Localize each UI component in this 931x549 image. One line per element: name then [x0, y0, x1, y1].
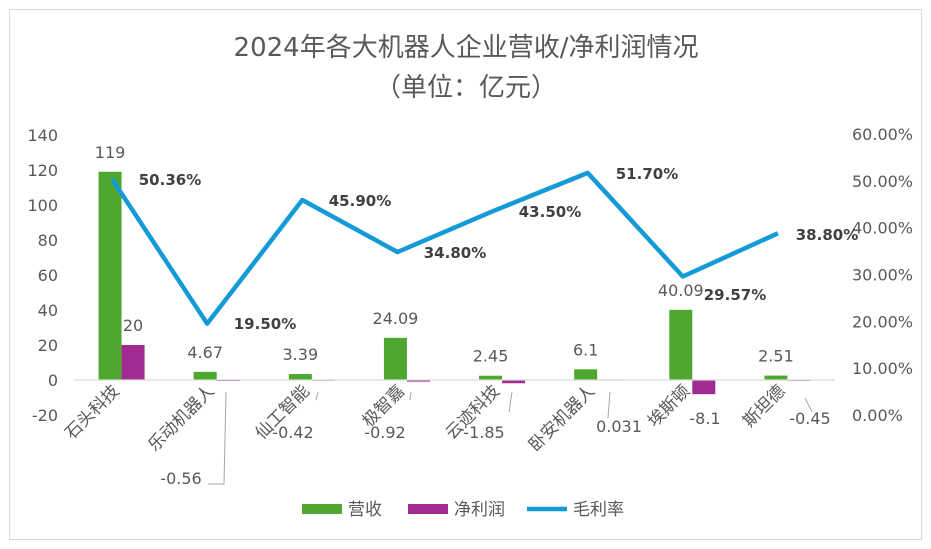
leader-lines [208, 391, 813, 485]
category-label: 石头科技 [61, 381, 123, 443]
revenue-bar [479, 375, 503, 380]
data-labels: 119 4.67 3.39 24.09 2.45 6.1 40.09 2.51 20 -0.56 -… [95, 143, 858, 488]
net-profit-data-label: -8.1 [689, 409, 720, 428]
net-profit-bar [502, 380, 526, 384]
net-profit-data-label: 20 [123, 316, 143, 335]
gross-margin-data-label: 19.50% [234, 315, 296, 333]
bars [98, 171, 811, 395]
revenue-bar [288, 374, 312, 380]
legend-label: 净利润 [454, 500, 505, 520]
leader-line [315, 391, 319, 401]
leader-line [804, 397, 813, 413]
left-tick-label: -20 [32, 406, 58, 425]
left-tick-label: 20 [38, 336, 58, 355]
net-profit-data-label: -0.45 [789, 409, 830, 428]
right-axis: 0.00% 10.00% 20.00% 30.00% 40.00% 50.00% 60.00… [852, 125, 913, 425]
right-tick-label: 10.00% [852, 359, 913, 378]
gross-margin-data-label: 38.80% [796, 226, 858, 244]
category-label: 卧安机器人 [525, 381, 599, 455]
gross-margin-data-label: 34.80% [424, 244, 486, 262]
gross-margin-data-label: 45.90% [329, 192, 391, 210]
revenue-data-label: 24.09 [373, 309, 419, 328]
left-tick-label: 60 [38, 266, 58, 285]
revenue-bar [383, 337, 407, 380]
left-tick-label: 120 [27, 161, 58, 180]
revenue-data-label: 2.51 [758, 347, 794, 366]
gross-margin-data-label: 51.70% [616, 165, 678, 183]
net-profit-data-label: -0.56 [160, 469, 201, 488]
chart-title: 2024年各大机器人企业营收/净利润情况 [234, 33, 699, 63]
leader-line [409, 391, 412, 401]
left-tick-label: 0 [48, 371, 58, 390]
legend-label: 毛利率 [573, 500, 624, 520]
leader-line [208, 391, 227, 485]
legend-swatch [408, 504, 448, 514]
gross-margin-data-label: 50.36% [139, 171, 201, 189]
revenue-data-label: 2.45 [473, 347, 509, 366]
net-profit-bar [121, 345, 145, 380]
legend: 营收 净利润 毛利率 [302, 500, 624, 520]
left-tick-label: 80 [38, 231, 58, 250]
leader-line [508, 391, 513, 413]
left-tick-label: 100 [27, 196, 58, 215]
right-tick-label: 0.00% [852, 406, 903, 425]
right-tick-label: 20.00% [852, 312, 913, 331]
revenue-bar [98, 171, 122, 380]
margin-line [110, 170, 779, 326]
left-axis: -20 0 20 40 60 80 100 120 140 [27, 126, 58, 425]
left-tick-label: 40 [38, 301, 58, 320]
category-label: 埃斯顿 [644, 381, 694, 431]
category-label: 乐动机器人 [144, 381, 218, 455]
category-label: 斯坦德 [739, 381, 789, 431]
right-tick-label: 50.00% [852, 172, 913, 191]
revenue-bar [574, 369, 598, 380]
right-tick-label: 30.00% [852, 266, 913, 285]
revenue-data-label: 4.67 [187, 343, 223, 362]
legend-label: 营收 [348, 500, 382, 520]
gross-margin-line [110, 170, 779, 326]
revenue-bar [193, 371, 217, 380]
revenue-bar [669, 309, 693, 380]
right-tick-label: 40.00% [852, 219, 913, 238]
revenue-data-label: 119 [95, 143, 126, 162]
left-tick-label: 140 [27, 126, 58, 145]
gross-margin-data-label: 43.50% [519, 203, 581, 221]
net-profit-data-label: 0.031 [596, 417, 642, 436]
net-profit-bar [692, 380, 716, 395]
gross-margin-data-label: 29.57% [704, 286, 766, 304]
revenue-data-label: 6.1 [573, 340, 598, 359]
net-profit-data-label: -0.92 [364, 423, 405, 442]
net-profit-bar [406, 380, 430, 382]
chart-frame [9, 9, 922, 540]
revenue-data-label: 3.39 [283, 345, 319, 364]
category-labels: 石头科技 乐动机器人 仙工智能 极智嘉 云迹科技 卧安机器人 埃斯顿 斯坦德 [61, 381, 789, 455]
chart-subtitle: （单位：亿元） [375, 73, 557, 103]
revenue-data-label: 40.09 [658, 281, 704, 300]
leader-line [607, 391, 611, 419]
right-tick-label: 60.00% [852, 125, 913, 144]
net-profit-data-label: -1.85 [463, 423, 504, 442]
revenue-bar [764, 375, 788, 380]
net-profit-data-label: -0.42 [272, 423, 313, 442]
legend-swatch [302, 504, 342, 514]
